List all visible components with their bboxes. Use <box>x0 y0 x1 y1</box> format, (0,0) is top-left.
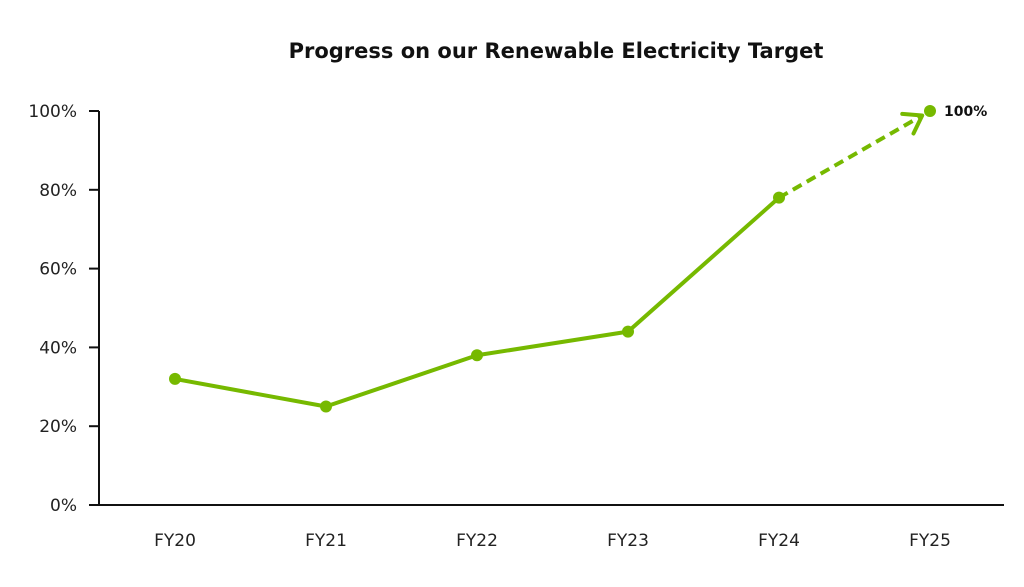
y-tick-label: 100% <box>28 102 77 122</box>
data-label-fy25: 100% <box>944 104 987 120</box>
x-tick-label: FY23 <box>607 531 649 551</box>
data-points <box>169 105 936 413</box>
data-point-fy22 <box>471 349 483 362</box>
x-tick-label: FY22 <box>456 531 498 551</box>
y-tick-label: 20% <box>39 417 77 437</box>
x-tick-label: FY20 <box>154 531 196 551</box>
projection-arrow-head <box>900 111 925 136</box>
y-tick-label: 60% <box>39 260 77 280</box>
y-tick-label: 0% <box>50 496 77 516</box>
chart-title: Progress on our Renewable Electricity Ta… <box>289 39 824 63</box>
series-line-projected <box>778 113 924 200</box>
y-tick-label: 40% <box>39 338 77 358</box>
data-point-fy25 <box>924 105 936 117</box>
data-point-fy24 <box>773 191 785 204</box>
axes: 0% 20% 40% 60% 80% 100% FY20 FY21 FY22 FY23 FY24 FY… <box>28 102 1004 551</box>
series-line-actual <box>173 195 781 409</box>
data-point-fy23 <box>622 325 634 338</box>
data-labels: 100% <box>944 104 987 120</box>
x-tick-label: FY21 <box>305 531 347 551</box>
x-tick-label: FY24 <box>758 531 800 551</box>
data-point-fy21 <box>320 400 332 413</box>
data-point-fy20 <box>169 372 181 385</box>
y-tick-label: 80% <box>39 181 77 201</box>
series-lines <box>173 111 925 409</box>
x-tick-label: FY25 <box>909 531 951 551</box>
